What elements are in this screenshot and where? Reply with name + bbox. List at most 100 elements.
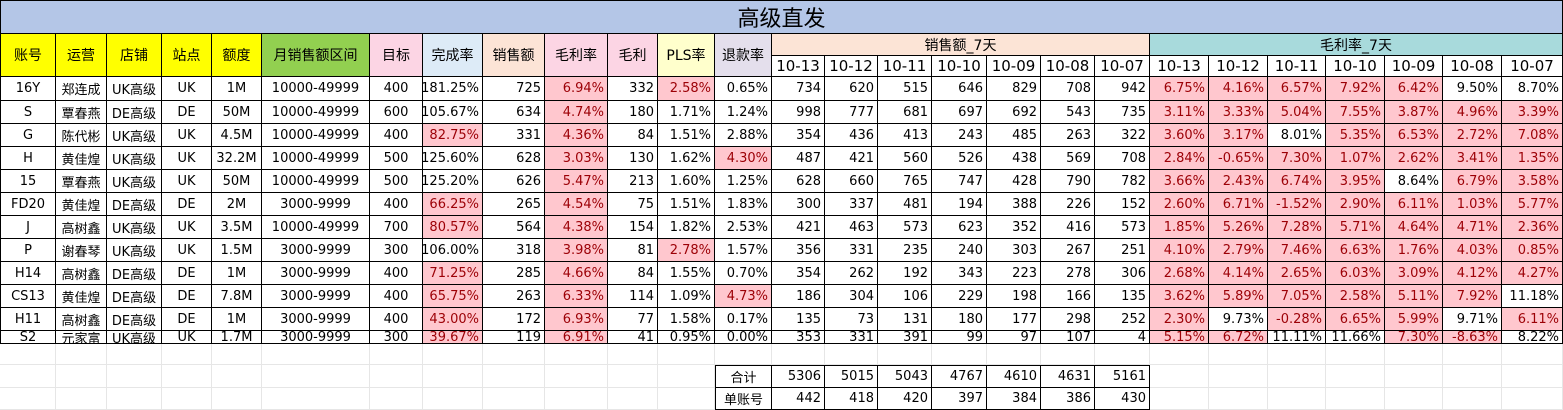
cell-profit[interactable]: 154 — [608, 216, 658, 239]
cell-margin-7d[interactable]: 7.30% — [1385, 331, 1443, 344]
header-sales[interactable]: 销售额 — [483, 34, 545, 77]
cell-target[interactable]: 300 — [370, 239, 423, 262]
cell-refund[interactable]: 4.30% — [715, 147, 772, 170]
summary-total-value[interactable]: 4610 — [987, 365, 1041, 388]
cell-site[interactable]: UK — [162, 147, 212, 170]
sheet-title[interactable]: 高级直发 — [0, 0, 1563, 34]
cell-sales[interactable]: 628 — [483, 147, 545, 170]
cell-sales-7d[interactable]: 481 — [878, 193, 932, 216]
cell-margin-7d[interactable]: 2.79% — [1209, 239, 1268, 262]
cell-site[interactable]: DE — [162, 285, 212, 308]
cell-sales-7d[interactable]: 735 — [1095, 101, 1150, 124]
cell-refund[interactable]: 1.25% — [715, 170, 772, 193]
cell-account[interactable]: H — [0, 147, 56, 170]
cell-margin-7d[interactable]: 2.90% — [1326, 193, 1385, 216]
cell-pls[interactable]: 1.58% — [658, 308, 715, 331]
cell-sales-7d[interactable]: 235 — [878, 239, 932, 262]
cell-sales[interactable]: 564 — [483, 216, 545, 239]
cell-margin-7d[interactable]: 7.30% — [1268, 147, 1326, 170]
cell-operator[interactable]: 黄佳煌 — [56, 193, 107, 216]
cell-margin-7d[interactable]: 4.27% — [1502, 262, 1563, 285]
cell-sales-7d[interactable]: 620 — [825, 77, 878, 101]
header-margin-7d-group[interactable]: 毛利率_7天 — [1150, 34, 1563, 56]
summary-total-label[interactable]: 合计 — [715, 365, 772, 388]
cell-account[interactable]: CS13 — [0, 285, 56, 308]
cell-sales-7d[interactable]: 73 — [825, 308, 878, 331]
cell-margin-7d[interactable]: -1.52% — [1268, 193, 1326, 216]
cell-margin-7d[interactable]: 3.39% — [1502, 101, 1563, 124]
cell-sales-7d[interactable]: 356 — [772, 239, 825, 262]
cell-operator[interactable]: 黄佳煌 — [56, 285, 107, 308]
cell-site[interactable]: UK — [162, 124, 212, 147]
cell-margin-7d[interactable]: 8.64% — [1385, 170, 1443, 193]
cell-sales-7d[interactable]: 331 — [825, 239, 878, 262]
cell-margin-7d[interactable]: -0.65% — [1209, 147, 1268, 170]
summary-total-value[interactable]: 5043 — [878, 365, 932, 388]
cell-margin-7d[interactable]: -0.28% — [1268, 308, 1326, 331]
cell-sales-7d[interactable]: 526 — [932, 147, 987, 170]
cell-operator[interactable]: 黄佳煌 — [56, 147, 107, 170]
cell-margin-7d[interactable]: 0.85% — [1502, 239, 1563, 262]
cell-sales-7d[interactable]: 560 — [878, 147, 932, 170]
cell-margin-7d[interactable]: 6.11% — [1502, 308, 1563, 331]
cell-margin-7d[interactable]: 2.60% — [1150, 193, 1209, 216]
header-sales-date[interactable]: 10-07 — [1095, 56, 1150, 77]
cell-sales-7d[interactable]: 251 — [1095, 239, 1150, 262]
cell-refund[interactable]: 2.53% — [715, 216, 772, 239]
cell-margin-7d[interactable]: 6.42% — [1385, 77, 1443, 101]
cell-sales-7d[interactable]: 777 — [825, 101, 878, 124]
cell-margin-7d[interactable]: 7.08% — [1502, 124, 1563, 147]
cell-margin-7d[interactable]: 4.96% — [1443, 101, 1502, 124]
cell-sales-7d[interactable]: 421 — [772, 216, 825, 239]
cell-sales-7d[interactable]: 708 — [1041, 77, 1095, 101]
cell-sales-7d[interactable]: 692 — [987, 101, 1041, 124]
cell-account[interactable]: H14 — [0, 262, 56, 285]
cell-store[interactable]: DE高级 — [107, 193, 162, 216]
cell-sales-7d[interactable]: 697 — [932, 101, 987, 124]
cell-margin-7d[interactable]: 2.43% — [1209, 170, 1268, 193]
cell-sales-7d[interactable]: 391 — [878, 331, 932, 344]
cell-operator[interactable]: 元家富 — [56, 331, 107, 344]
cell-sales-7d[interactable]: 747 — [932, 170, 987, 193]
cell-margin-7d[interactable]: 5.04% — [1268, 101, 1326, 124]
cell-margin-7d[interactable]: 2.65% — [1268, 262, 1326, 285]
cell-margin-7d[interactable]: 5.89% — [1209, 285, 1268, 308]
cell-refund[interactable]: 0.17% — [715, 308, 772, 331]
cell-margin-7d[interactable]: 9.71% — [1443, 308, 1502, 331]
cell-sales-7d[interactable]: 416 — [1041, 216, 1095, 239]
cell-sales-7d[interactable]: 186 — [772, 285, 825, 308]
cell-sales[interactable]: 119 — [483, 331, 545, 344]
cell-margin-7d[interactable]: 6.63% — [1326, 239, 1385, 262]
cell-completion[interactable]: 181.25% — [423, 77, 483, 101]
summary-per-account-value[interactable]: 397 — [932, 388, 987, 410]
cell-site[interactable]: UK — [162, 77, 212, 101]
cell-margin-7d[interactable]: 3.58% — [1502, 170, 1563, 193]
cell-operator[interactable]: 覃春燕 — [56, 170, 107, 193]
cell-sales-7d[interactable]: 573 — [878, 216, 932, 239]
cell-pls[interactable]: 1.60% — [658, 170, 715, 193]
cell-sales-7d[interactable]: 97 — [987, 331, 1041, 344]
cell-margin-7d[interactable]: 3.62% — [1150, 285, 1209, 308]
cell-sales[interactable]: 634 — [483, 101, 545, 124]
summary-total-value[interactable]: 5015 — [825, 365, 878, 388]
cell-margin-7d[interactable]: 7.92% — [1443, 285, 1502, 308]
cell-sales-7d[interactable]: 353 — [772, 331, 825, 344]
cell-margin-7d[interactable]: 11.66% — [1326, 331, 1385, 344]
cell-refund[interactable]: 1.57% — [715, 239, 772, 262]
cell-margin-7d[interactable]: 5.99% — [1385, 308, 1443, 331]
cell-margin-7d[interactable]: 6.75% — [1150, 77, 1209, 101]
cell-sales-7d[interactable]: 998 — [772, 101, 825, 124]
cell-target[interactable]: 400 — [370, 124, 423, 147]
header-store[interactable]: 店铺 — [107, 34, 162, 77]
cell-sales-7d[interactable]: 681 — [878, 101, 932, 124]
cell-sales-7d[interactable]: 413 — [878, 124, 932, 147]
header-sales-7d-group[interactable]: 销售额_7天 — [772, 34, 1150, 56]
cell-sales[interactable]: 263 — [483, 285, 545, 308]
cell-completion[interactable]: 65.75% — [423, 285, 483, 308]
cell-completion[interactable]: 43.00% — [423, 308, 483, 331]
cell-margin-7d[interactable]: 1.35% — [1502, 147, 1563, 170]
cell-completion[interactable]: 106.00% — [423, 239, 483, 262]
header-sales-date[interactable]: 10-09 — [987, 56, 1041, 77]
cell-sales-7d[interactable]: 515 — [878, 77, 932, 101]
header-margin-date[interactable]: 10-11 — [1268, 56, 1326, 77]
